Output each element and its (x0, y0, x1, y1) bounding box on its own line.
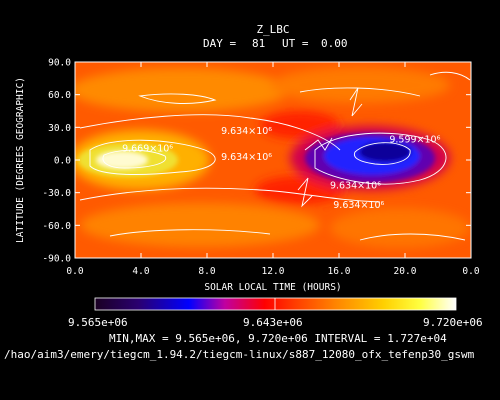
file-path: /hao/aim3/emery/tiegcm_1.94.2/tiegcm-lin… (4, 348, 475, 361)
interval-label: INTERVAL = (314, 332, 381, 345)
x-tick-label: 12.0 (262, 266, 285, 277)
colorbar-min-label: 9.565e+06 (68, 316, 128, 329)
colorbar (94, 297, 457, 311)
x-axis: 0.0 4.0 8.0 12.0 16.0 20.0 0.0 (66, 62, 480, 277)
y-tick-label: -30.0 (42, 188, 71, 199)
day-label: DAY = (203, 37, 236, 50)
x-tick-label: 8.0 (198, 266, 215, 277)
x-axis-label: SOLAR LOCAL TIME (HOURS) (204, 282, 341, 293)
y-tick-label: 30.0 (48, 123, 71, 134)
x-tick-label: 0.0 (462, 266, 479, 277)
y-axis: 90.0 60.0 30.0 0.0 -30.0 -60.0 -90.0 (42, 58, 471, 265)
y-tick-label: 90.0 (48, 58, 71, 69)
y-axis-label: LATITUDE (DEGREES GEOGRAPHIC) (15, 77, 26, 243)
x-tick-label: 0.0 (66, 266, 83, 277)
contour-value-label: 9.599×10⁶ (389, 135, 440, 146)
contour-value-label: 9.634×10⁶ (330, 180, 381, 191)
chart-title: Z_LBC (256, 23, 289, 36)
interval-value: 1.727e+04 (387, 332, 447, 345)
contour-field (75, 62, 471, 258)
x-tick-label: 20.0 (394, 266, 417, 277)
minmax-label: MIN,MAX = (109, 332, 169, 345)
contour-value-label: 9.634×10⁶ (333, 200, 384, 211)
y-tick-label: 60.0 (48, 90, 71, 101)
x-tick-label: 16.0 (328, 266, 351, 277)
contour-value-label: 9.634×10⁶ (221, 152, 272, 163)
x-tick-label: 4.0 (132, 266, 149, 277)
contour-value-label: 9.634×10⁶ (221, 126, 272, 137)
y-tick-label: -60.0 (42, 221, 71, 232)
day-value: 81 (252, 37, 265, 50)
y-tick-label: 0.0 (54, 156, 71, 167)
contour-value-label: 9.669×10⁶ (122, 143, 173, 154)
ut-value: 0.00 (321, 37, 348, 50)
stats-line: MIN,MAX = 9.565e+06, 9.720e+06 INTERVAL … (109, 332, 447, 345)
contour-labels: 9.634×10⁶ 9.669×10⁶ 9.634×10⁶ 9.599×10⁶ 9.63… (122, 126, 441, 211)
min-value: 9.565e+06 (175, 332, 235, 345)
max-value: 9.720e+06 (248, 332, 308, 345)
ut-label: UT = (282, 37, 309, 50)
y-tick-label: -90.0 (42, 254, 71, 265)
colorbar-max-label: 9.720e+06 (423, 316, 483, 329)
colorbar-mid-label: 9.643e+06 (243, 316, 303, 329)
